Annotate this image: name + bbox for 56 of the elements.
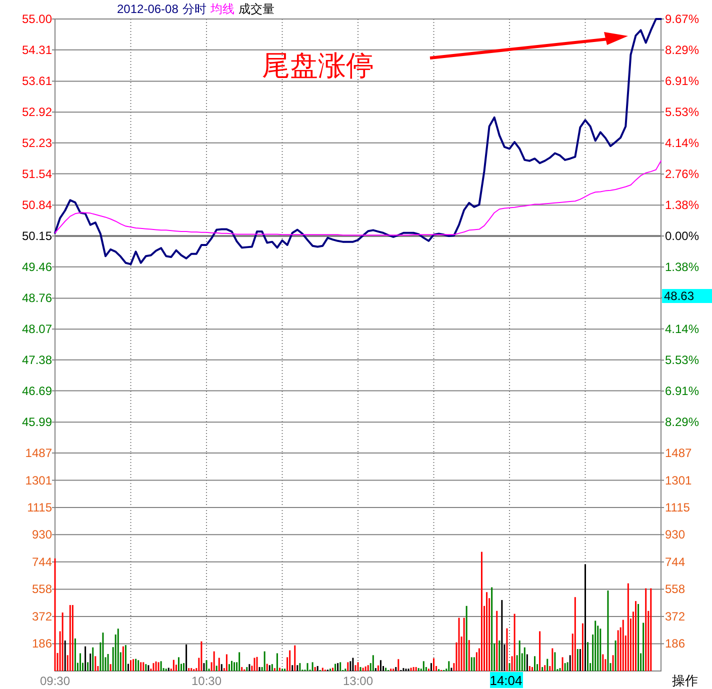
text: 均线	[209, 2, 234, 16]
text: 48.63	[664, 289, 694, 303]
chart-subtitle: 2012-06-08	[117, 2, 179, 16]
y2-tick-label: 8.29%	[665, 42, 700, 57]
text: 成交量	[238, 2, 274, 16]
y-tick-label: 45.99	[22, 415, 52, 430]
y2-tick-label: 1301	[665, 473, 692, 488]
y2-tick-label: 5.53%	[665, 353, 700, 368]
y2-tick-label: 1487	[665, 446, 692, 460]
y-tick-label: 50.84	[22, 198, 52, 212]
line-series	[54, 160, 662, 236]
y2-tick-label: 1.38%	[665, 198, 700, 212]
y-tick-label: 52.23	[22, 136, 52, 150]
y2-tick-label: 930	[665, 528, 686, 542]
y2-tick-label: 1115	[665, 500, 690, 515]
y2-tick-label: 9.67%	[665, 12, 700, 26]
y2-tick-label: 186	[665, 636, 686, 651]
y-tick-label: 49.46	[22, 260, 52, 274]
text: 14:04	[490, 673, 522, 688]
y-tick-label: 1115	[27, 500, 52, 515]
y-tick-label: 930	[32, 528, 52, 542]
y-tick-label: 1487	[25, 446, 52, 460]
y-tick-label: 558	[32, 582, 52, 596]
y-tick-label: 48.07	[22, 322, 52, 336]
y-tick-label: 46.69	[22, 384, 52, 398]
x-tick-label: 13:00	[342, 674, 374, 688]
y-tick-label: 51.54	[22, 166, 52, 181]
x-tick-label: 10:30	[191, 674, 222, 688]
y-tick-label: 52.92	[22, 105, 52, 120]
y-tick-label: 47.38	[22, 352, 52, 367]
y2-tick-label: 8.29%	[665, 415, 700, 430]
y2-tick-label: 0.00%	[665, 229, 700, 243]
y-tick-label: 186	[32, 636, 52, 651]
y2-tick-label: 4.14%	[665, 136, 700, 150]
y2-tick-label: 6.91%	[665, 384, 700, 398]
text: 分时	[182, 2, 206, 16]
x-tick-label: 09:30	[40, 674, 70, 688]
y2-tick-label: 558	[665, 582, 686, 596]
y2-tick-label: 744	[665, 554, 686, 569]
y-tick-label: 744	[32, 554, 52, 569]
y-tick-label: 53.61	[22, 74, 52, 88]
y-tick-label: 48.76	[22, 291, 52, 306]
line-series	[54, 18, 662, 266]
y-tick-label: 1301	[25, 473, 52, 488]
y2-tick-label: 4.14%	[665, 322, 700, 336]
y-tick-label: 372	[32, 609, 52, 624]
y2-tick-label: 372	[665, 609, 686, 624]
y-tick-label: 55.00	[22, 12, 52, 26]
y-tick-label: 50.15	[22, 229, 52, 243]
text: 操作	[672, 673, 698, 688]
y2-tick-label: 6.91%	[665, 74, 700, 88]
y-tick-label: 54.31	[22, 42, 52, 57]
y2-tick-label: 2.76%	[665, 167, 700, 182]
annotation: 尾盘涨停	[262, 50, 374, 81]
y2-tick-label: 5.53%	[665, 104, 700, 119]
y2-tick-label: 1.38%	[665, 260, 700, 274]
